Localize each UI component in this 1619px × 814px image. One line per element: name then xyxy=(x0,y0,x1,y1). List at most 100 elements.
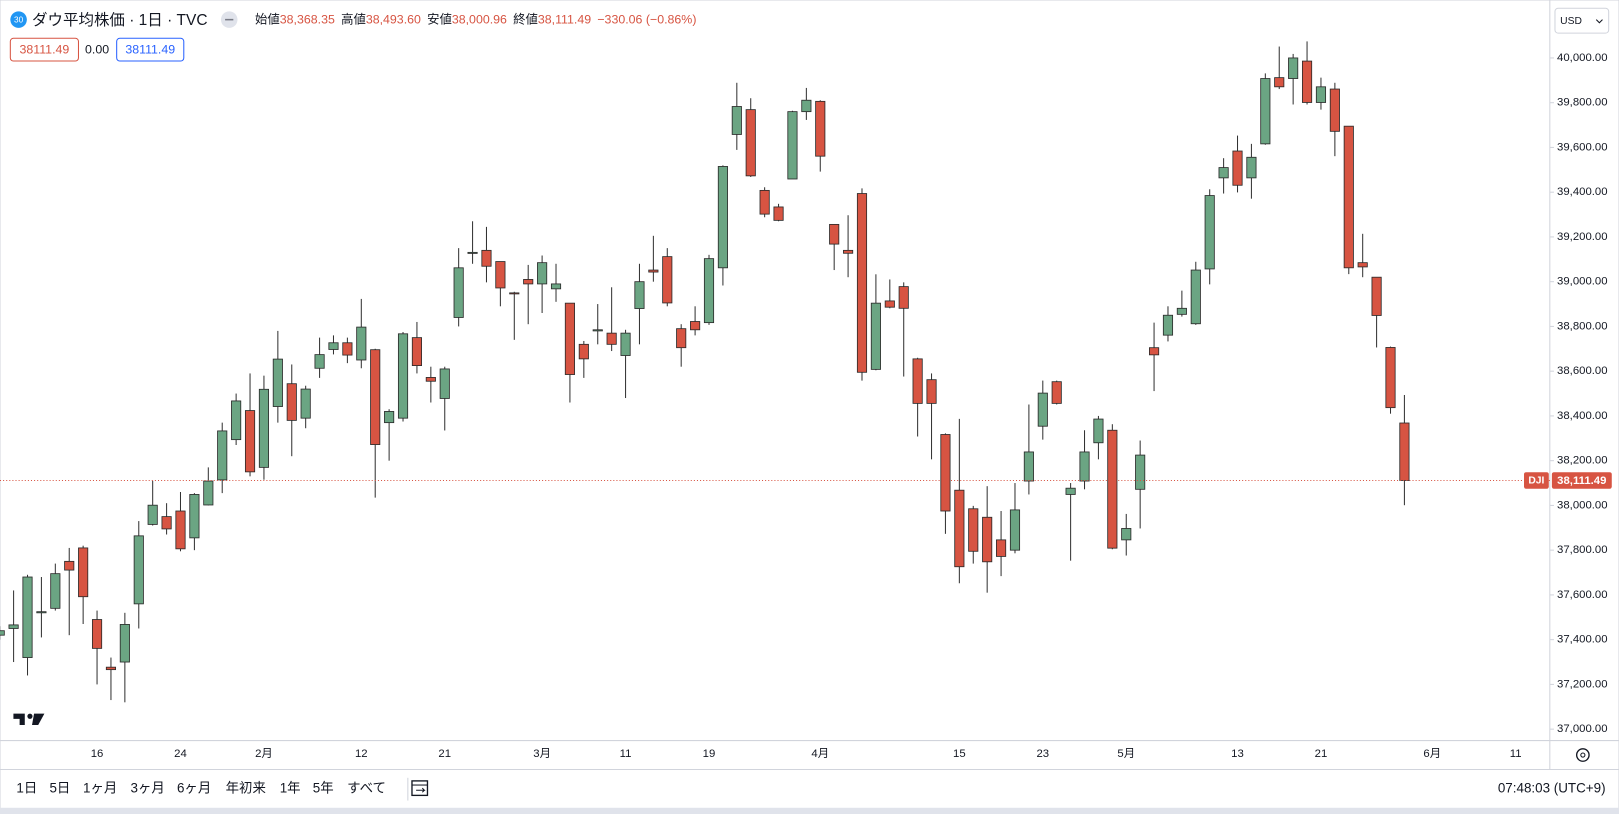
x-tick-label: 12 xyxy=(355,748,368,760)
candle-body xyxy=(36,611,47,614)
ohlc-label: 終値 xyxy=(513,12,538,27)
dropdown-arrow xyxy=(1595,19,1603,24)
logo-part xyxy=(27,713,33,719)
candle-body xyxy=(884,300,895,308)
range-button[interactable]: 年初来 xyxy=(226,781,266,796)
tv-logo xyxy=(13,713,45,726)
candle-body xyxy=(175,510,186,550)
calendar-arrow xyxy=(416,787,426,793)
candle-body xyxy=(1149,347,1160,356)
candle-body xyxy=(815,100,826,157)
candle-body xyxy=(801,99,812,113)
ohlc-value: 38,000.96 xyxy=(452,13,507,27)
candle-body xyxy=(954,489,965,568)
date-range-icon[interactable] xyxy=(411,780,429,797)
candle-body xyxy=(370,349,381,445)
candle-body xyxy=(1315,86,1327,103)
candle-body xyxy=(1260,78,1271,145)
x-tick-label: 16 xyxy=(91,748,104,760)
symbol-title[interactable]: ダウ平均株価 · 1日 · TVC xyxy=(32,11,208,29)
candle-body xyxy=(968,508,979,552)
settings-icon[interactable] xyxy=(1575,748,1590,762)
y-tick-label: 39,400.00 xyxy=(1557,186,1608,198)
candle-body xyxy=(523,279,534,285)
x-tick-label: 15 xyxy=(953,748,966,760)
candle-body xyxy=(982,516,993,563)
y-tick-label: 39,000.00 xyxy=(1557,276,1608,288)
candle-body xyxy=(592,329,603,332)
y-tick-label: 37,600.00 xyxy=(1557,589,1608,601)
range-button[interactable]: 5日 xyxy=(49,781,70,796)
candle-body xyxy=(843,249,854,254)
candle-body xyxy=(1190,269,1201,325)
range-button[interactable]: 1年 xyxy=(280,781,301,796)
ohlc-label: 始値 xyxy=(255,12,280,27)
candle-body xyxy=(91,619,103,649)
currency-dropdown[interactable] xyxy=(1554,7,1610,34)
candle-body xyxy=(898,286,909,309)
candle-body xyxy=(425,377,436,382)
x-tick-label: 6月 xyxy=(1423,748,1441,760)
ohlc-label: 安値 xyxy=(427,12,452,27)
y-tick-label: 39,200.00 xyxy=(1557,231,1608,243)
range-button[interactable]: 1日 xyxy=(16,781,37,796)
input-value: 38111.49 xyxy=(19,42,69,56)
candle-body xyxy=(1107,429,1118,549)
range-button[interactable]: すべて xyxy=(347,781,386,796)
candle-body xyxy=(397,333,409,419)
candle-body xyxy=(453,267,464,318)
price-tag xyxy=(1551,472,1612,489)
candle-body xyxy=(217,430,228,481)
badge-text: 30 xyxy=(14,15,24,24)
y-tick-label: 38,400.00 xyxy=(1557,410,1608,422)
range-button[interactable]: 5年 xyxy=(313,781,334,796)
candle-body xyxy=(509,292,520,295)
ohlc-value: 38,493.60 xyxy=(366,13,421,27)
y-tick-label: 39,800.00 xyxy=(1557,97,1608,109)
input-value: 38111.49 xyxy=(125,42,175,56)
x-tick-label: 11 xyxy=(620,748,632,760)
candle-body xyxy=(870,302,881,370)
candle-body xyxy=(300,388,311,419)
candle-body xyxy=(411,337,422,366)
y-tick-label: 37,000.00 xyxy=(1557,723,1608,735)
range-button[interactable]: 6ヶ月 xyxy=(177,781,211,796)
x-tick-label: 4月 xyxy=(811,748,829,760)
x-tick-label: 3月 xyxy=(533,748,551,760)
candle-body xyxy=(634,281,645,309)
x-tick-label: 2月 xyxy=(255,748,273,760)
range-button[interactable]: 3ヶ月 xyxy=(131,781,165,796)
candle-body xyxy=(1274,77,1285,88)
candle-body xyxy=(578,343,589,360)
range-button[interactable]: 1ヶ月 xyxy=(83,781,117,796)
candle-body xyxy=(662,256,673,304)
candle-body xyxy=(717,166,728,269)
candle-body xyxy=(342,342,353,356)
candle-body xyxy=(244,410,256,473)
candle-body xyxy=(356,326,367,361)
y-tick-label: 38,000.00 xyxy=(1557,499,1608,511)
input-box[interactable] xyxy=(9,37,79,62)
candle-body xyxy=(64,560,75,571)
candle-body xyxy=(50,573,61,609)
candle-body xyxy=(745,109,756,177)
ohlc-value: 38,368.35 xyxy=(280,13,335,27)
input-box[interactable] xyxy=(116,37,185,62)
candle-body xyxy=(856,193,868,373)
x-tick-label: 21 xyxy=(1315,748,1328,760)
gear-center xyxy=(1580,752,1586,758)
candle-body xyxy=(78,547,89,598)
candle-body xyxy=(1385,347,1396,409)
candle-body xyxy=(258,388,270,468)
x-tick-label: 19 xyxy=(703,748,716,760)
y-tick-label: 38,200.00 xyxy=(1557,455,1608,467)
candle-body xyxy=(759,189,770,215)
candle-body xyxy=(439,368,450,399)
candle-body xyxy=(731,106,742,135)
candle-body xyxy=(829,223,840,245)
clock: 07:48:03 (UTC+9) xyxy=(1498,781,1606,796)
candle-body xyxy=(495,261,506,289)
candle-body xyxy=(620,332,631,356)
logo-part xyxy=(13,713,25,726)
candle-body xyxy=(676,328,687,349)
